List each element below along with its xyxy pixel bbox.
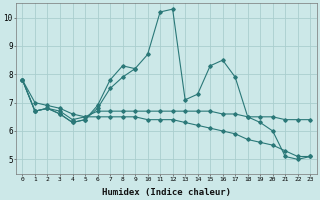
X-axis label: Humidex (Indice chaleur): Humidex (Indice chaleur) bbox=[102, 188, 231, 197]
